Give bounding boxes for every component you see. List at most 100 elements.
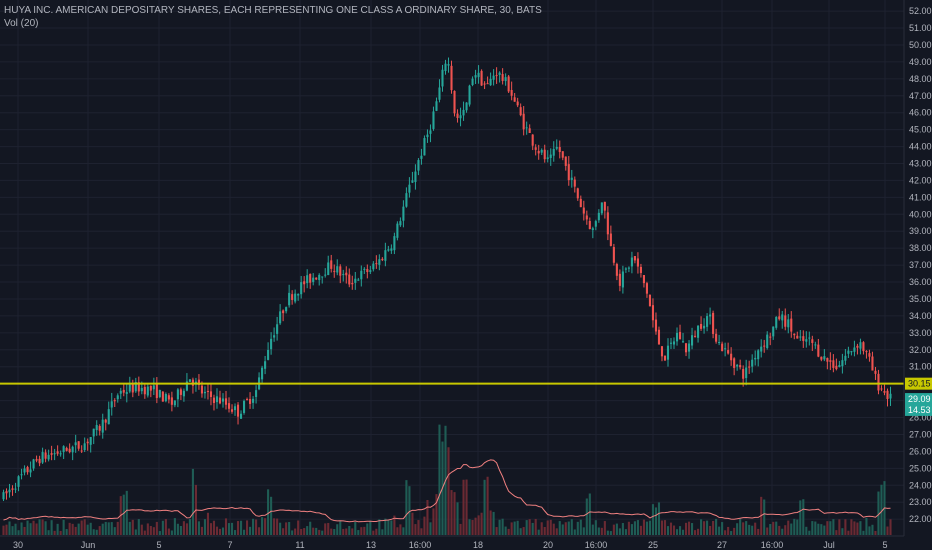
volume-bar <box>684 522 688 535</box>
candle-body <box>426 134 429 138</box>
candle-body <box>615 264 618 276</box>
volume-bar <box>636 520 639 535</box>
volume-bar <box>862 530 865 535</box>
volume-bar <box>294 528 297 535</box>
volume-bar <box>200 526 204 535</box>
candle-body <box>549 154 552 158</box>
candle-body <box>56 451 59 454</box>
candle-body <box>877 373 880 391</box>
time-axis[interactable]: 30 Jun 5 7 11 13 16:00 18 20 16:00 25 27 16:00 Jul 5 <box>13 540 888 550</box>
volume-bar <box>621 523 624 535</box>
hline-price-tag: 30.15 <box>905 377 932 390</box>
volume-bar <box>597 527 600 535</box>
volume-bar <box>306 526 309 535</box>
candle-body <box>342 274 345 276</box>
volume-bar <box>504 526 507 535</box>
candle-body <box>736 364 739 367</box>
y-tick-label: 26.00 <box>909 446 932 456</box>
volume-bar <box>191 468 194 535</box>
y-tick-label: 28.00 <box>909 413 932 423</box>
volume-bar <box>113 527 116 535</box>
volume-bar <box>176 523 179 535</box>
candle-body <box>47 454 50 460</box>
candle-body <box>384 250 387 261</box>
candle-body <box>435 101 438 111</box>
candle-body <box>348 274 351 285</box>
volume-bar <box>179 525 182 535</box>
candle-body <box>805 339 808 342</box>
candle-body <box>516 101 519 106</box>
x-tick-label: Jun <box>81 540 96 550</box>
volume-bar <box>799 500 802 535</box>
candle-body <box>675 332 679 342</box>
volume-bar <box>468 519 471 535</box>
candle-body <box>146 386 149 396</box>
volume-bar <box>32 520 35 535</box>
x-tick-label: 30 <box>13 540 23 550</box>
y-tick-label: 45.00 <box>909 125 932 135</box>
volume-bar <box>829 521 832 535</box>
candle-body <box>414 171 417 183</box>
candle-body <box>582 207 585 214</box>
volume-bar <box>339 521 342 535</box>
candle-body <box>152 385 155 390</box>
volume-bar <box>733 527 736 535</box>
candle-body <box>576 188 579 199</box>
candle-body <box>739 365 742 368</box>
volume-bar <box>739 518 742 535</box>
volume-bar <box>787 520 790 535</box>
volume-bar <box>405 480 408 535</box>
volume-bar <box>107 522 110 535</box>
volume-bar <box>769 524 772 535</box>
candle-body <box>504 77 507 82</box>
candle-body <box>399 221 402 226</box>
candle-body <box>23 468 26 473</box>
candle-body <box>784 315 787 327</box>
candle-body <box>363 268 366 270</box>
volume-bar <box>65 529 68 535</box>
candle-body <box>261 367 264 380</box>
volume-bar <box>459 523 462 535</box>
volume-bar <box>585 498 588 535</box>
volume-bar <box>724 530 727 535</box>
volume-bar <box>270 496 273 535</box>
candle-body <box>17 476 20 487</box>
volume-bar <box>519 528 522 535</box>
candle-body <box>71 446 74 453</box>
candle-body <box>543 149 546 160</box>
price-axis[interactable]: 22.0023.0024.0025.0026.0027.0028.0029.00… <box>909 6 932 524</box>
volume-bar <box>516 520 519 535</box>
candle-body <box>597 212 600 221</box>
candle-body <box>131 383 134 393</box>
y-tick-label: 35.00 <box>909 294 932 304</box>
volume-bar <box>245 520 249 535</box>
volume-bar <box>537 529 540 535</box>
candle-body <box>255 390 258 397</box>
volume-bar <box>357 530 360 535</box>
candle-body <box>799 336 802 338</box>
candle-body <box>501 74 504 81</box>
volume-bar <box>501 518 504 535</box>
volume-bar <box>369 520 372 535</box>
candle-body <box>68 448 71 453</box>
volume-bar <box>363 526 366 535</box>
volume-bar <box>402 527 405 535</box>
volume-bar <box>615 523 618 535</box>
candle-body <box>811 339 814 343</box>
volume-bar <box>158 531 161 535</box>
volume-bar <box>312 527 315 535</box>
candle-body <box>826 358 829 362</box>
candle-body <box>651 305 655 321</box>
candle-body <box>642 275 645 284</box>
volume-bar <box>80 520 83 535</box>
x-tick-label: 13 <box>366 540 376 550</box>
x-tick-label: 18 <box>473 540 483 550</box>
volume-bar <box>633 521 636 535</box>
volume-bar <box>327 522 330 535</box>
volume-bar <box>170 530 173 535</box>
candle-body <box>663 355 667 361</box>
candle-body <box>528 128 531 133</box>
candle-body <box>95 425 98 431</box>
